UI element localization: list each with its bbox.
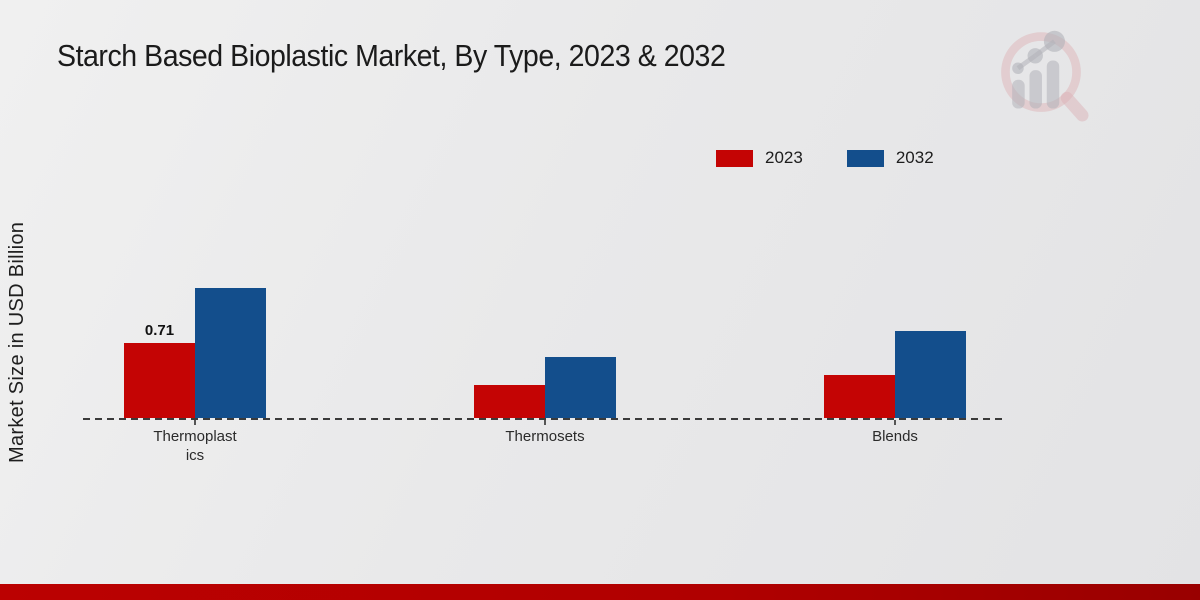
bar-2032-blends: [895, 331, 966, 418]
category-label-blends: Blends: [872, 428, 918, 445]
legend-label-2032: 2032: [895, 148, 934, 167]
category-label-thermoplastics: Thermoplast ics: [153, 428, 237, 464]
bar-2023-thermosets: [474, 385, 545, 418]
axis-tick: [894, 420, 896, 425]
chart-legend: 2023 2032: [716, 148, 934, 168]
logo-trend-dots-icon: [1012, 30, 1065, 74]
legend-item-2023: 2023: [716, 148, 803, 168]
magnifier-handle-icon: [1060, 91, 1089, 122]
legend-item-2032: 2032: [846, 148, 934, 168]
logo-bar-chart-icon: [1012, 60, 1060, 109]
bar-2023-thermoplastics: [124, 343, 195, 418]
category-label-thermosets: Thermosets: [505, 428, 585, 445]
legend-label-2023: 2023: [765, 148, 803, 167]
legend-swatch-2023: [716, 149, 753, 167]
bar-value-label: 0.71: [144, 322, 175, 339]
x-axis-baseline: [83, 418, 1007, 420]
axis-tick: [194, 420, 196, 425]
axis-tick: [544, 420, 546, 425]
bar-2023-blends: [824, 375, 895, 418]
bar-2032-thermosets: [545, 357, 616, 418]
magnifier-ring-icon: [1001, 32, 1081, 112]
market-research-magnifier-bar-chart-logo: [1001, 30, 1089, 122]
legend-swatch-2032: [846, 149, 884, 167]
chart-title: Starch Based Bioplastic Market, By Type,…: [57, 38, 726, 73]
bar-2032-thermoplastics: [195, 288, 266, 418]
footer-red-band: [0, 584, 1200, 600]
